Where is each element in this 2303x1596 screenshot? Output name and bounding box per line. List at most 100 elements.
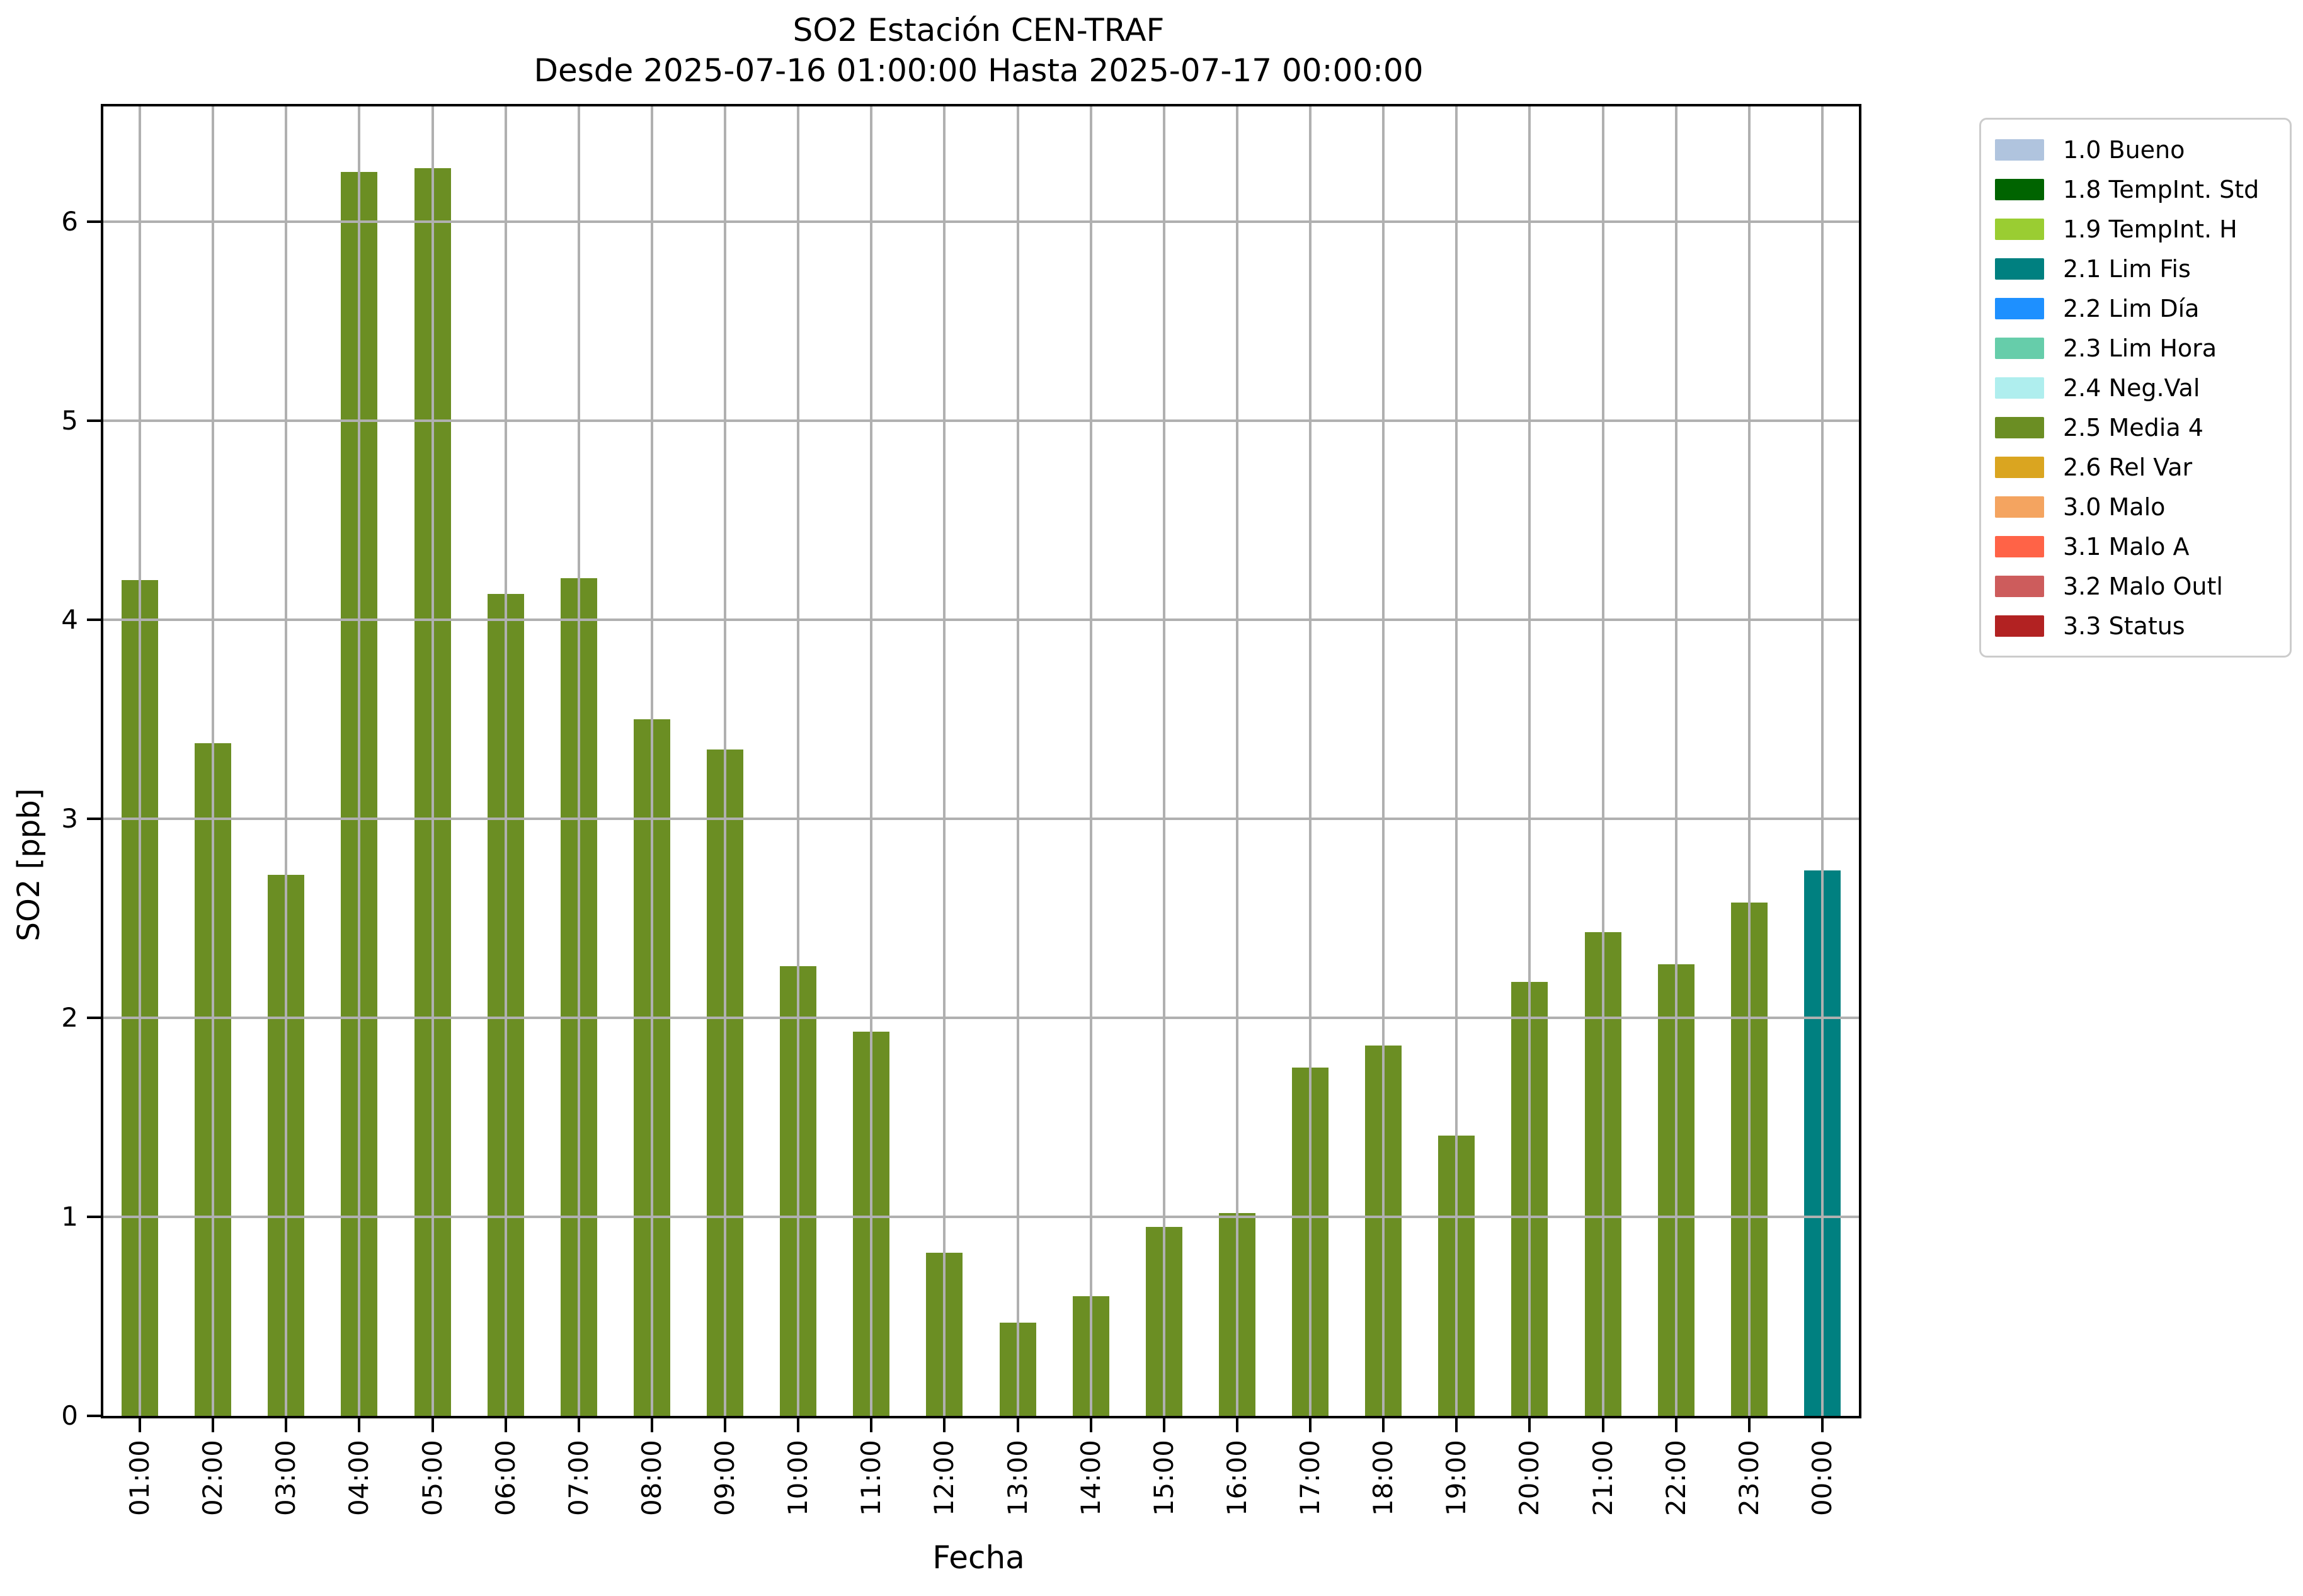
- x-tick-mark-08:00: [650, 1418, 653, 1432]
- y-tick-label-1: 1: [61, 1201, 78, 1233]
- x-tick-mark-04:00: [358, 1418, 361, 1432]
- x-tick-label-15:00: 15:00: [1148, 1440, 1179, 1517]
- v-gridline-14:00: [1089, 106, 1092, 1416]
- legend-item: 2.1 Lim Fis: [1995, 249, 2277, 288]
- x-tick-label-02:00: 02:00: [197, 1440, 229, 1517]
- y-tick-label-3: 3: [61, 803, 78, 835]
- y-tick-mark-0: [87, 1415, 101, 1417]
- legend-item: 2.5 Media 4: [1995, 408, 2277, 447]
- x-tick-mark-09:00: [724, 1418, 727, 1432]
- legend-item: 1.9 TempInt. H: [1995, 209, 2277, 249]
- x-tick-mark-13:00: [1016, 1418, 1019, 1432]
- v-gridline-06:00: [504, 106, 507, 1416]
- y-tick-label-5: 5: [61, 405, 78, 436]
- legend-swatch-icon: [1995, 416, 2044, 438]
- v-gridline-02:00: [212, 106, 215, 1416]
- x-tick-label-08:00: 08:00: [636, 1440, 667, 1517]
- h-gridline-y2: [103, 1017, 1859, 1020]
- legend: 1.0 Bueno 1.8 TempInt. Std 1.9 TempInt. H 2…: [1979, 118, 2292, 658]
- v-gridline-03:00: [285, 106, 288, 1416]
- x-tick-label-22:00: 22:00: [1660, 1440, 1691, 1517]
- v-gridline-00:00: [1820, 106, 1824, 1416]
- legend-label: 3.0 Malo: [2063, 493, 2166, 521]
- legend-label: 2.6 Rel Var: [2063, 453, 2193, 481]
- v-gridline-08:00: [650, 106, 653, 1416]
- legend-swatch-icon: [1995, 178, 2044, 200]
- h-gridline-y6: [103, 220, 1859, 224]
- x-tick-label-07:00: 07:00: [563, 1440, 594, 1517]
- legend-label: 2.1 Lim Fis: [2063, 254, 2191, 283]
- v-gridline-09:00: [724, 106, 727, 1416]
- legend-swatch-icon: [1995, 297, 2044, 319]
- x-tick-mark-19:00: [1455, 1418, 1458, 1432]
- y-tick-label-2: 2: [61, 1002, 78, 1034]
- v-gridline-04:00: [358, 106, 361, 1416]
- y-tick-mark-4: [87, 618, 101, 622]
- legend-swatch-icon: [1995, 139, 2044, 161]
- v-gridline-15:00: [1162, 106, 1165, 1416]
- h-gridline-y1: [103, 1216, 1859, 1219]
- v-gridline-23:00: [1747, 106, 1751, 1416]
- v-gridline-18:00: [1382, 106, 1385, 1416]
- y-tick-mark-1: [87, 1216, 101, 1219]
- chart-title-block: SO2 Estación CEN-TRAF Desde 2025-07-16 0…: [101, 10, 1856, 91]
- x-tick-mark-16:00: [1235, 1418, 1238, 1432]
- legend-item: 2.3 Lim Hora: [1995, 328, 2277, 368]
- legend-swatch-icon: [1995, 456, 2044, 478]
- chart-subtitle: Desde 2025-07-16 01:00:00 Hasta 2025-07-…: [534, 52, 1424, 89]
- x-tick-label-17:00: 17:00: [1294, 1440, 1326, 1517]
- x-tick-mark-02:00: [212, 1418, 215, 1432]
- x-tick-mark-14:00: [1089, 1418, 1092, 1432]
- x-tick-mark-11:00: [870, 1418, 873, 1432]
- legend-label: 1.8 TempInt. Std: [2063, 175, 2260, 203]
- v-gridline-17:00: [1309, 106, 1312, 1416]
- v-gridline-10:00: [797, 106, 800, 1416]
- x-tick-label-00:00: 00:00: [1806, 1440, 1837, 1517]
- v-gridline-20:00: [1528, 106, 1531, 1416]
- h-gridline-y3: [103, 818, 1859, 821]
- y-tick-label-4: 4: [61, 604, 78, 636]
- y-tick-mark-3: [87, 818, 101, 821]
- legend-label: 1.0 Bueno: [2063, 135, 2185, 164]
- y-tick-label-6: 6: [61, 206, 78, 237]
- x-tick-label-03:00: 03:00: [270, 1440, 302, 1517]
- legend-label: 2.5 Media 4: [2063, 413, 2203, 442]
- v-gridline-13:00: [1016, 106, 1019, 1416]
- x-tick-mark-20:00: [1528, 1418, 1531, 1432]
- v-gridline-07:00: [577, 106, 580, 1416]
- legend-item: 2.6 Rel Var: [1995, 447, 2277, 487]
- legend-swatch-icon: [1995, 337, 2044, 359]
- legend-label: 1.9 TempInt. H: [2063, 215, 2237, 243]
- y-tick-mark-5: [87, 419, 101, 423]
- x-tick-mark-15:00: [1162, 1418, 1165, 1432]
- v-gridline-19:00: [1455, 106, 1458, 1416]
- y-tick-mark-2: [87, 1017, 101, 1020]
- x-tick-mark-03:00: [285, 1418, 288, 1432]
- x-tick-mark-23:00: [1747, 1418, 1751, 1432]
- x-tick-label-16:00: 16:00: [1221, 1440, 1252, 1517]
- v-gridline-12:00: [943, 106, 946, 1416]
- x-tick-mark-22:00: [1674, 1418, 1677, 1432]
- x-tick-mark-21:00: [1601, 1418, 1604, 1432]
- v-gridline-11:00: [870, 106, 873, 1416]
- legend-label: 2.2 Lim Día: [2063, 294, 2200, 322]
- v-gridline-22:00: [1674, 106, 1677, 1416]
- y-tick-mark-6: [87, 220, 101, 224]
- x-tick-mark-07:00: [577, 1418, 580, 1432]
- legend-swatch-icon: [1995, 575, 2044, 597]
- legend-swatch-icon: [1995, 377, 2044, 399]
- x-tick-label-09:00: 09:00: [709, 1440, 741, 1517]
- x-tick-mark-06:00: [504, 1418, 507, 1432]
- legend-item: 2.4 Neg.Val: [1995, 368, 2277, 408]
- v-gridline-01:00: [139, 106, 142, 1416]
- x-tick-label-18:00: 18:00: [1368, 1440, 1399, 1517]
- plot-area: SO2 [ppb] 0 1 2 3 4 5 6 01:00 02:00 03:00 04:00 05:…: [11, 104, 1861, 1516]
- x-tick-label-19:00: 19:00: [1441, 1440, 1472, 1517]
- x-tick-label-14:00: 14:00: [1075, 1440, 1106, 1517]
- legend-item: 2.2 Lim Día: [1995, 288, 2277, 328]
- x-axis-label: Fecha: [932, 1539, 1025, 1576]
- y-tick-label-0: 0: [61, 1400, 78, 1431]
- legend-label: 3.3 Status: [2063, 612, 2185, 640]
- legend-label: 3.1 Malo A: [2063, 532, 2190, 561]
